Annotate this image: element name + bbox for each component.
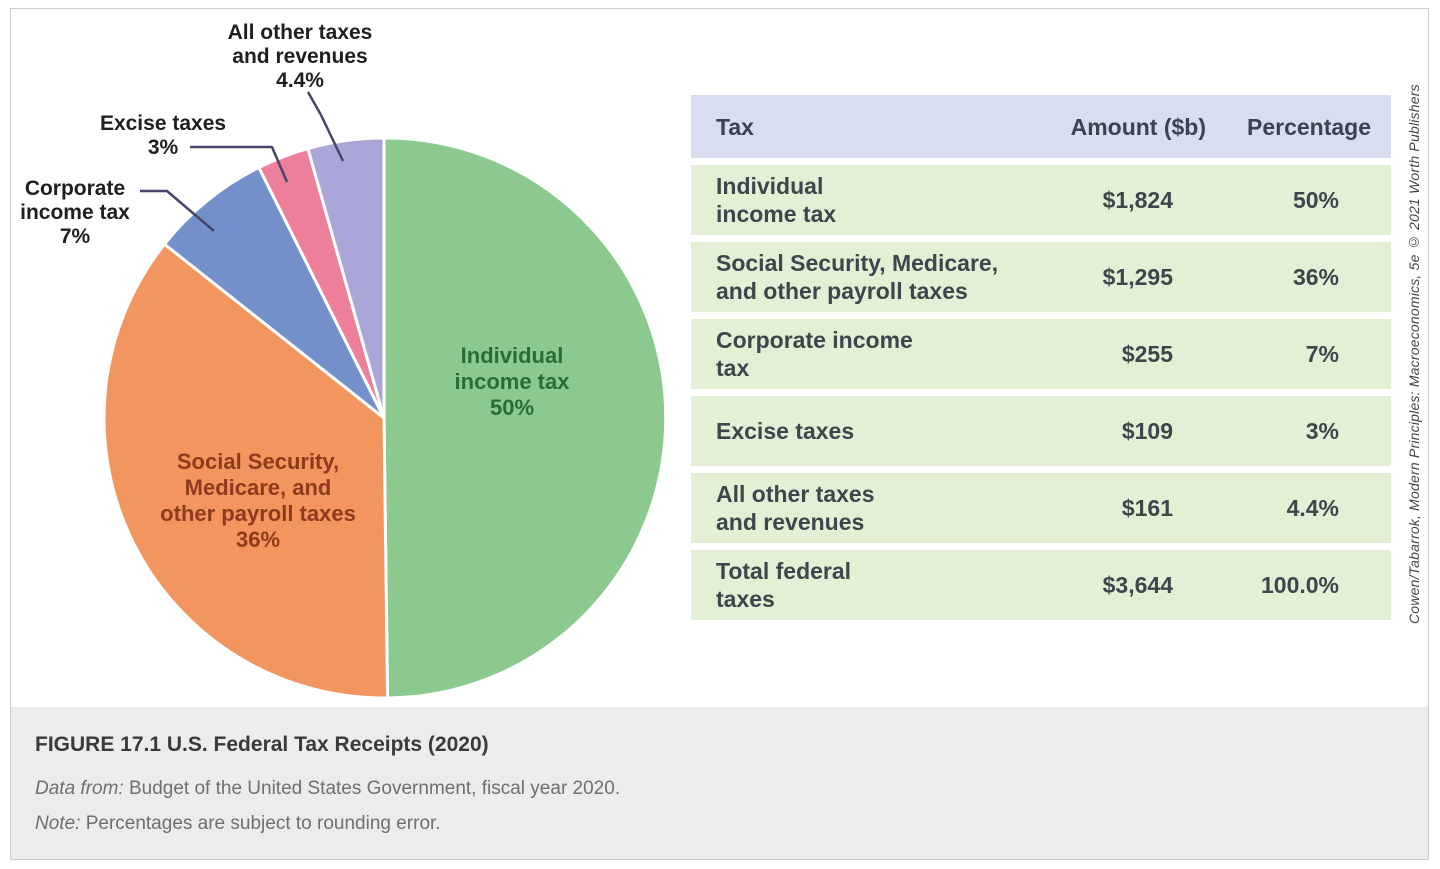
table-row: Corporate income tax $255 7% <box>691 319 1391 389</box>
percentage-cell: 36% <box>1292 264 1339 290</box>
pie-chart <box>102 91 668 700</box>
amount-cell: $1,824 <box>1102 187 1173 213</box>
pie-chart-panel: All other taxes and revenues 4.4% Excise… <box>11 9 701 709</box>
pie-slice-social-security-medicare-and-other-payroll-taxes <box>102 242 389 700</box>
caption-bar: FIGURE 17.1 U.S. Federal Tax Receipts (2… <box>11 707 1428 859</box>
leader-line-corporate <box>140 189 215 232</box>
percentage-cell: 50% <box>1292 187 1339 213</box>
percentage-cell: 3% <box>1305 418 1339 444</box>
tax-name-cell: Social Security, Medicare, and other pay… <box>716 250 999 304</box>
leader-line-all-other <box>306 91 345 162</box>
pie-label-individual-income-tax: Individual income tax 50% <box>454 343 570 420</box>
leader-line-excise <box>190 145 289 183</box>
header-percentage: Percentage <box>1246 113 1371 140</box>
amount-cell: $1,295 <box>1102 264 1173 290</box>
tax-name-cell: Excise taxes <box>716 418 855 444</box>
source-text: Budget of the United States Government, … <box>123 778 621 799</box>
percentage-cell: 100.0% <box>1260 572 1339 598</box>
figure-note: Note: Percentages are subject to roundin… <box>35 813 1398 835</box>
figure-container: All other taxes and revenues 4.4% Excise… <box>10 8 1429 860</box>
pie-label-excise-taxes: Excise taxes 3% <box>99 112 227 159</box>
publisher-credit: Cowen/Tabarrok, Modern Principles: Macro… <box>1406 9 1422 699</box>
credit-authors: Cowen/Tabarrok, <box>1406 510 1422 624</box>
figure-title: FIGURE 17.1 U.S. Federal Tax Receipts (2… <box>35 733 489 756</box>
tax-name-cell: All other taxes and revenues <box>716 481 875 535</box>
amount-cell: $161 <box>1121 495 1173 521</box>
pie-slice-individual-income-tax <box>382 136 668 700</box>
table-row: Individual income tax $1,824 50% <box>691 165 1391 235</box>
table-header-row: Tax Amount ($b) Percentage <box>691 95 1391 158</box>
figure-content: All other taxes and revenues 4.4% Excise… <box>11 9 1428 707</box>
percentage-cell: 7% <box>1305 341 1339 367</box>
pie-slice-all-other-taxes-and-revenues <box>306 136 386 420</box>
percentage-cell: 4.4% <box>1286 495 1339 521</box>
pie-slice-corporate-income-tax <box>163 166 386 420</box>
figure-source: Data from: Budget of the United States G… <box>35 778 1398 800</box>
amount-cell: $109 <box>1121 418 1173 444</box>
tax-name-cell: Corporate income tax <box>716 327 913 381</box>
tax-name-cell: Individual income tax <box>716 173 837 227</box>
table-row: All other taxes and revenues $161 4.4% <box>691 473 1391 543</box>
amount-cell: $255 <box>1121 341 1173 367</box>
credit-book-title: Modern Principles: Macroeconomics, <box>1406 274 1422 511</box>
table-row: Social Security, Medicare, and other pay… <box>691 242 1391 312</box>
table-row-total: Total federal taxes $3,644 100.0% <box>691 550 1391 620</box>
credit-publisher: 5e © 2021 Worth Publishers <box>1406 84 1422 275</box>
pie-label-social-security: Social Security, Medicare, and other pay… <box>160 449 356 552</box>
note-label: Note: <box>35 813 81 834</box>
header-tax: Tax <box>716 113 754 140</box>
header-amount: Amount ($b) <box>1070 113 1206 140</box>
pie-label-all-other-taxes: All other taxes and revenues 4.4% <box>227 21 373 92</box>
tax-table: Tax Amount ($b) Percentage Individual in… <box>691 95 1391 627</box>
note-text: Percentages are subject to rounding erro… <box>80 813 441 834</box>
pie-label-corporate-income-tax: Corporate income tax 7% <box>20 177 130 248</box>
tax-name-cell: Total federal taxes <box>716 558 852 612</box>
source-label: Data from: <box>35 778 124 799</box>
amount-cell: $3,644 <box>1102 572 1173 598</box>
table-row: Excise taxes $109 3% <box>691 396 1391 466</box>
